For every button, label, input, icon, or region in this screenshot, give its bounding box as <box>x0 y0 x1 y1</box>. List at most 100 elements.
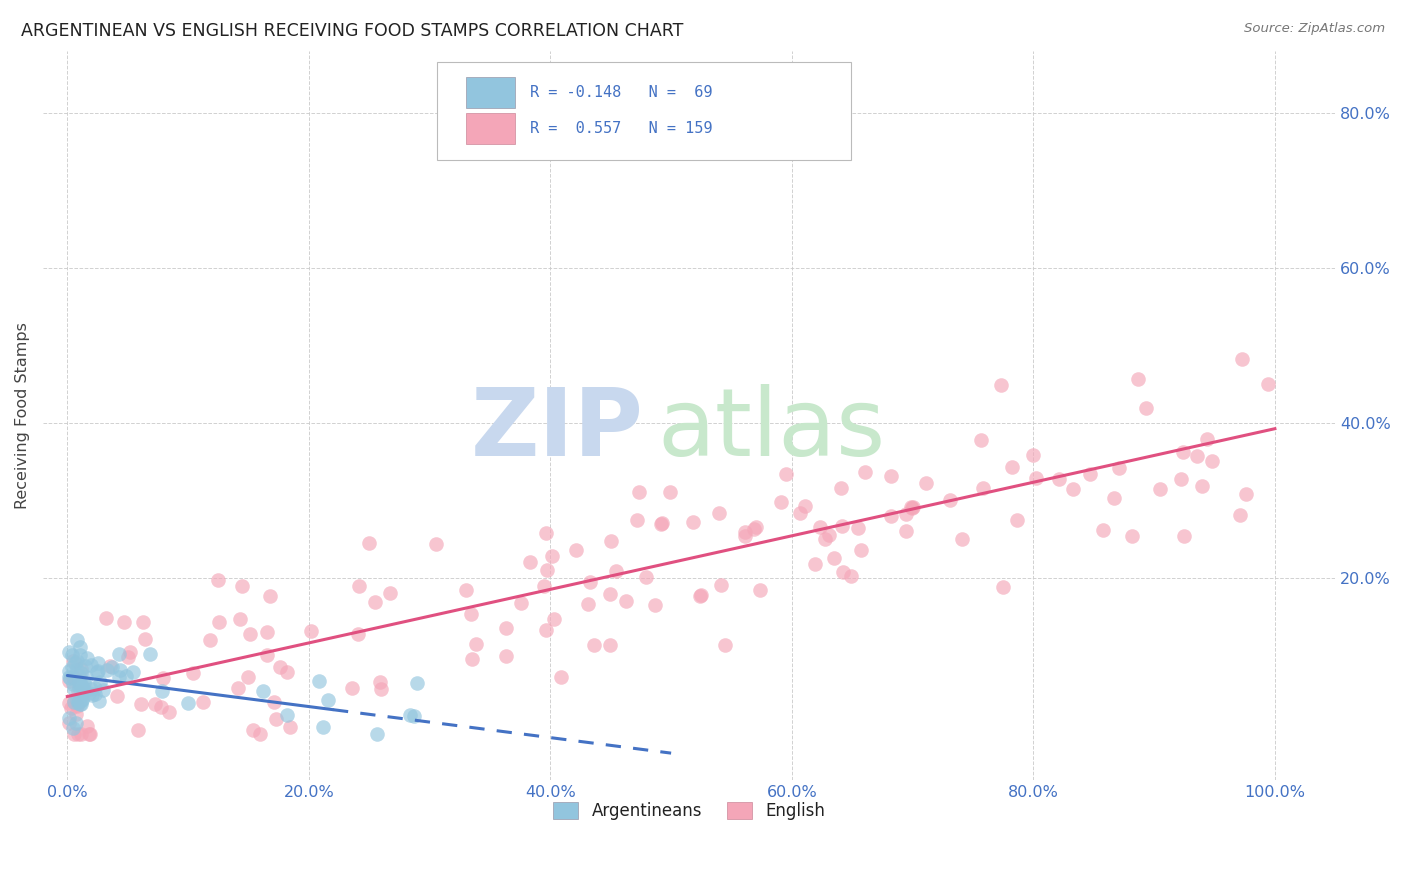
Point <box>830 481 852 495</box>
Point <box>658 485 681 500</box>
Point <box>1257 377 1279 392</box>
Point <box>1001 459 1024 474</box>
Point <box>249 727 271 741</box>
Point <box>70 727 93 741</box>
Point <box>851 543 873 558</box>
Point <box>84 681 107 695</box>
Point <box>58 669 80 683</box>
Point <box>67 684 90 698</box>
Point <box>79 727 101 741</box>
Text: atlas: atlas <box>657 384 886 476</box>
Point <box>461 652 484 666</box>
Point <box>67 675 90 690</box>
Point <box>1170 472 1192 486</box>
Point <box>605 564 627 578</box>
Point <box>65 716 87 731</box>
Point <box>543 611 565 625</box>
Text: R = -0.148   N =  69: R = -0.148 N = 69 <box>530 85 713 100</box>
Point <box>58 673 80 688</box>
Point <box>406 676 429 690</box>
Point <box>710 577 733 591</box>
Point <box>793 499 815 513</box>
Legend: Argentineans, English: Argentineans, English <box>547 795 832 827</box>
Point <box>73 658 96 673</box>
Point <box>60 659 83 673</box>
Point <box>231 579 253 593</box>
Point <box>66 654 89 668</box>
Point <box>62 670 84 684</box>
Point <box>582 638 605 652</box>
Point <box>264 712 287 726</box>
Point <box>63 695 86 709</box>
Point <box>814 532 837 546</box>
Point <box>229 612 252 626</box>
Point <box>65 698 87 713</box>
Point <box>614 594 637 608</box>
Point <box>134 632 156 647</box>
Point <box>94 611 117 625</box>
Point <box>63 694 86 708</box>
Point <box>256 625 278 640</box>
Point <box>460 607 482 622</box>
Point <box>599 587 621 601</box>
Point <box>1173 529 1195 543</box>
Point <box>651 516 673 531</box>
Point <box>226 681 249 696</box>
Point <box>132 615 155 629</box>
Point <box>734 529 756 543</box>
Point <box>709 506 731 520</box>
Point <box>938 492 960 507</box>
Point <box>67 693 90 707</box>
Point <box>108 670 131 684</box>
Point <box>72 693 94 707</box>
Point <box>1108 461 1130 475</box>
Point <box>1102 491 1125 505</box>
Point <box>76 719 98 733</box>
Point <box>636 570 658 584</box>
Point <box>100 659 122 673</box>
Point <box>1005 513 1028 527</box>
Point <box>176 696 198 710</box>
Point <box>579 574 602 589</box>
Point <box>550 670 572 684</box>
Point <box>278 720 301 734</box>
Point <box>89 674 111 689</box>
Text: R =  0.557   N = 159: R = 0.557 N = 159 <box>530 121 713 136</box>
Point <box>181 666 204 681</box>
Point <box>242 723 264 738</box>
Point <box>127 723 149 737</box>
Point <box>259 590 281 604</box>
Point <box>347 579 370 593</box>
Point <box>67 680 90 694</box>
Point <box>77 686 100 700</box>
Point <box>76 651 98 665</box>
Point <box>72 685 94 699</box>
Point <box>465 637 488 651</box>
Point <box>238 670 260 684</box>
Point <box>208 615 231 629</box>
Point <box>599 534 621 549</box>
Point <box>564 542 586 557</box>
Point <box>969 433 991 447</box>
Point <box>495 621 517 635</box>
Point <box>59 671 82 685</box>
Point <box>67 669 90 683</box>
Point <box>143 697 166 711</box>
Point <box>193 695 215 709</box>
Point <box>1135 401 1157 415</box>
Point <box>991 580 1014 594</box>
Point <box>308 674 330 689</box>
Point <box>1191 479 1213 493</box>
Point <box>650 516 672 531</box>
Point <box>541 549 564 563</box>
Point <box>894 507 917 521</box>
Bar <box>465 77 515 108</box>
Point <box>58 696 80 710</box>
Point <box>75 670 97 684</box>
Point <box>808 520 831 534</box>
Point <box>77 727 100 741</box>
Text: ARGENTINEAN VS ENGLISH RECEIVING FOOD STAMPS CORRELATION CHART: ARGENTINEAN VS ENGLISH RECEIVING FOOD ST… <box>21 22 683 40</box>
Point <box>63 657 86 671</box>
Point <box>100 659 122 673</box>
Point <box>66 698 89 712</box>
